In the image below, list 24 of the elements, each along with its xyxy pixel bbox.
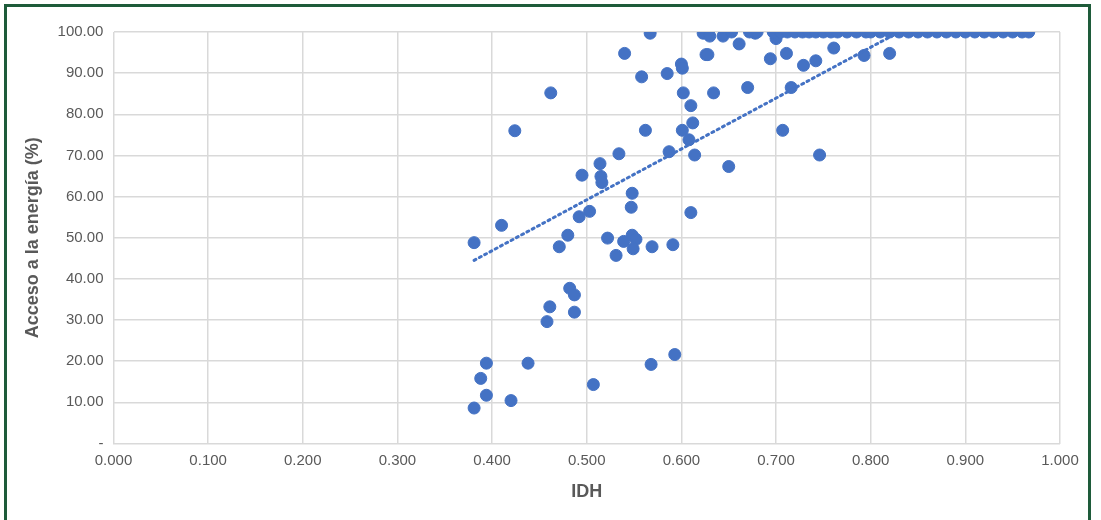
x-tick-label: 0.900	[946, 450, 985, 468]
y-tick-label: 20.00	[65, 351, 104, 369]
x-tick-label: 0.500	[567, 450, 606, 468]
x-tick-label: 0.600	[662, 450, 701, 468]
y-tick-label: 90.00	[65, 63, 104, 81]
x-tick-label: 0.200	[284, 450, 322, 468]
x-tick-label: 0.700	[757, 450, 795, 468]
x-tick-label: 0.300	[378, 450, 417, 468]
y-tick-label: 30.00	[65, 310, 104, 328]
y-tick-label: -	[98, 433, 104, 451]
y-tick-label: 40.00	[65, 268, 104, 286]
y-axis-title: Acceso a la energía (%)	[21, 137, 42, 339]
y-tick-label: 10.00	[65, 392, 104, 410]
x-tick-label: 1.000	[1041, 450, 1079, 468]
y-tick-label: 50.00	[65, 227, 104, 245]
x-tick-label: 0.800	[851, 450, 890, 468]
y-tick-label: 80.00	[65, 104, 104, 122]
x-tick-label: 0.100	[189, 450, 227, 468]
x-tick-label: 0.000	[94, 450, 133, 468]
x-tick-label: 0.400	[473, 450, 511, 468]
x-axis-title: IDH	[571, 481, 603, 502]
y-tick-label: 60.00	[65, 186, 104, 204]
y-tick-label: 70.00	[65, 145, 104, 163]
y-tick-label: 100.00	[57, 22, 104, 40]
